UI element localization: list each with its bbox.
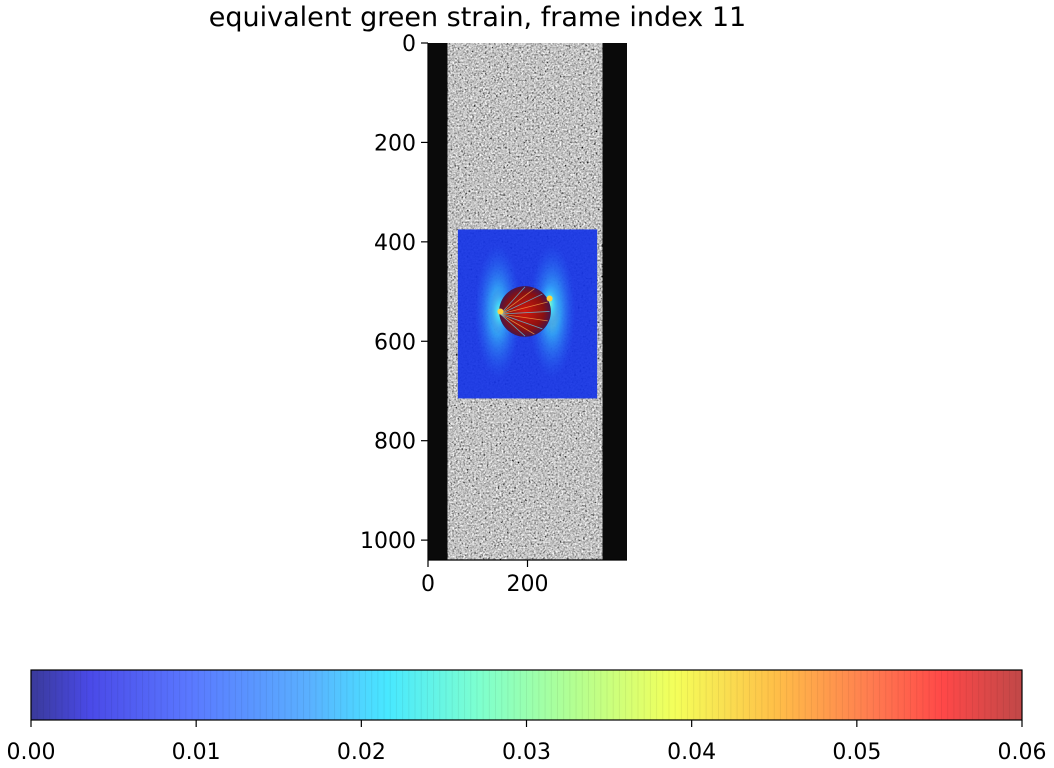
colorbar-tick-label: 0.02	[337, 740, 386, 765]
hot-spot-left	[497, 308, 504, 315]
hole-mesh-line	[500, 313, 526, 337]
hole-mesh-line	[500, 313, 535, 335]
y-tick-label: 400	[374, 231, 416, 256]
hole-mesh-line	[500, 288, 535, 315]
x-tick-label: 200	[507, 572, 549, 597]
y-tick-label: 200	[374, 131, 416, 156]
strain-overlay	[457, 229, 598, 399]
colorbar-gradient	[31, 670, 1022, 720]
hot-spot-right	[546, 295, 553, 302]
y-tick-label: 1000	[360, 529, 416, 554]
colorbar-tick-label: 0.00	[7, 740, 56, 765]
hole-mesh-line	[500, 293, 543, 315]
colorbar-tick-label: 0.03	[502, 740, 551, 765]
hole-mesh-line	[500, 301, 548, 315]
chart-title: equivalent green strain, frame index 11	[209, 2, 746, 33]
y-tick-label: 600	[374, 330, 416, 355]
x-tick-label: 0	[421, 572, 435, 597]
hole-mesh-line	[500, 313, 548, 322]
hole-mesh-line	[500, 286, 526, 315]
colorbar-tick-label: 0.01	[172, 740, 221, 765]
colorbar-tick-label: 0.04	[667, 740, 716, 765]
hole-mesh-line	[500, 313, 543, 330]
colorbar: 0.00 0.01 0.02 0.03 0.04 0.05 0.06	[7, 669, 1047, 765]
colorbar-tick-label: 0.06	[998, 740, 1047, 765]
y-tick-label: 0	[402, 32, 416, 57]
y-tick-label: 800	[374, 430, 416, 455]
colorbar-tick-label: 0.05	[832, 740, 881, 765]
hole-mesh-line	[500, 311, 550, 315]
